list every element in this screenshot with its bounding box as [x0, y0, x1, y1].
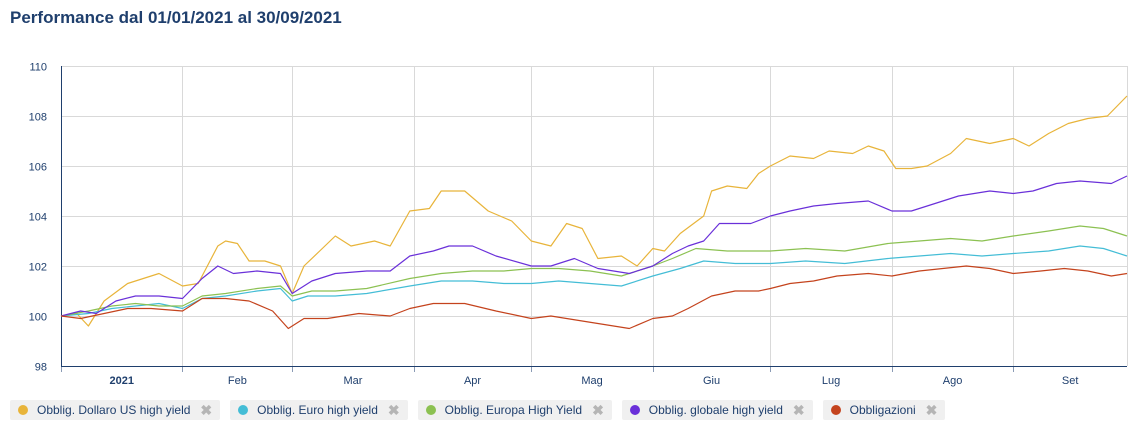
remove-series-icon[interactable]: ✖	[200, 402, 213, 418]
x-tick-label: Mag	[581, 375, 602, 387]
y-tick-label: 110	[29, 62, 47, 74]
remove-series-icon[interactable]: ✖	[792, 402, 805, 418]
series-line-4	[60, 265, 1128, 330]
y-tick-label: 104	[29, 212, 47, 224]
legend-item[interactable]: Obbligazioni ✖	[822, 400, 946, 420]
legend-label: Obblig. globale high yield	[648, 403, 783, 417]
legend-label: Obblig. Europa High Yield	[444, 403, 583, 417]
page-title: Performance dal 01/01/2021 al 30/09/2021	[10, 8, 342, 27]
legend-label: Obblig. Euro high yield	[257, 403, 378, 417]
x-tick-label: Lug	[822, 375, 840, 387]
x-tick-label: Ago	[943, 375, 963, 387]
x-tick-label: Set	[1062, 375, 1079, 387]
legend-color-dot	[629, 405, 640, 415]
legend-item[interactable]: Obblig. Dollaro US high yield ✖	[10, 400, 221, 420]
series-line-1	[60, 245, 1128, 317]
y-tick-label: 108	[29, 112, 47, 124]
axis-layer: 98 100 102 104 106 108 110 2021 Feb Mar Apr Mag Giu L…	[29, 62, 1127, 387]
y-tick-label: 100	[29, 312, 47, 324]
y-tick-label: 106	[29, 162, 47, 174]
remove-series-icon[interactable]: ✖	[925, 402, 938, 418]
legend-item[interactable]: Obblig. Euro high yield ✖	[230, 400, 408, 420]
series-line-0	[60, 95, 1128, 327]
legend-color-dot	[830, 405, 841, 415]
legend-item[interactable]: Obblig. globale high yield ✖	[621, 400, 813, 420]
series-layer	[60, 95, 1128, 330]
legend-color-dot	[238, 405, 249, 415]
series-line-3	[60, 175, 1128, 317]
x-tick-label: Feb	[228, 375, 247, 387]
series-line-2	[60, 225, 1128, 317]
legend-color-dot	[425, 405, 436, 415]
x-tick-label: 2021	[110, 375, 134, 387]
grid-layer	[61, 66, 1128, 367]
legend-label: Obblig. Dollaro US high yield	[37, 403, 191, 417]
legend: Obblig. Dollaro US high yield ✖ Obblig. Eu…	[10, 400, 946, 420]
x-tick-label: Mar	[343, 375, 362, 387]
y-tick-label: 98	[35, 362, 47, 374]
x-tick-label: Giu	[703, 375, 720, 387]
legend-item[interactable]: Obblig. Europa High Yield ✖	[417, 400, 612, 420]
legend-label: Obbligazioni	[849, 403, 916, 417]
legend-color-dot	[18, 405, 28, 415]
remove-series-icon[interactable]: ✖	[592, 402, 604, 418]
remove-series-icon[interactable]: ✖	[387, 402, 400, 418]
y-tick-label: 102	[29, 262, 47, 274]
x-tick-label: Apr	[464, 375, 481, 387]
performance-chart: 98 100 102 104 106 108 110 2021 Feb Mar Apr Mag Giu L…	[29, 62, 1128, 387]
